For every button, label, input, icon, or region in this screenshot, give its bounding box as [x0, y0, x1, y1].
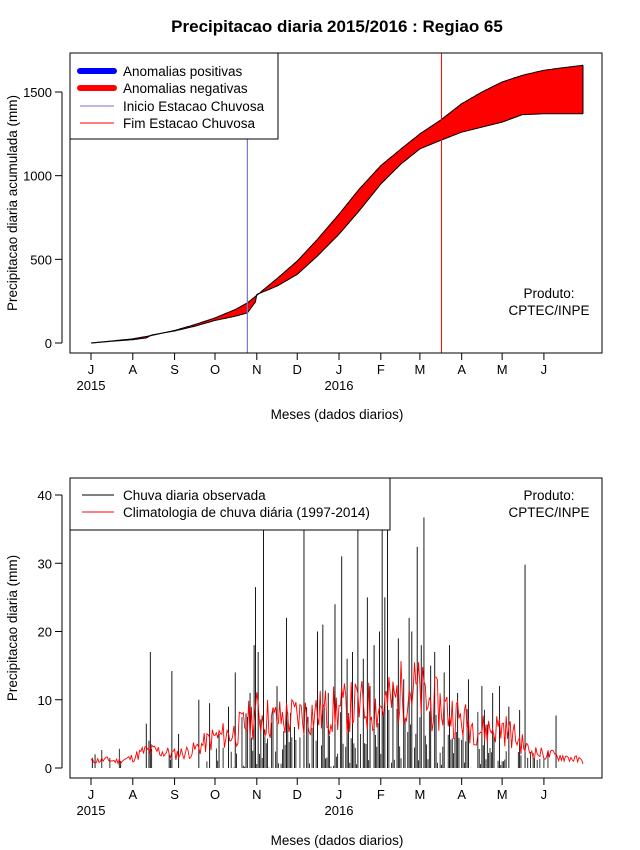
- bottom-legend: Chuva diaria observada Climatologia de c…: [69, 477, 391, 531]
- bottom-product-source: CPTEC/INPE: [508, 505, 589, 520]
- bottom-x-tick-label: D: [293, 787, 302, 802]
- legend-label-end: Fim Estacao Chuvosa: [123, 116, 256, 131]
- bottom-y-tick-label: 0: [45, 761, 52, 776]
- top-y-tick-label: 1000: [23, 169, 52, 184]
- top-y-tick-label: 0: [45, 336, 52, 351]
- top-y-axis: 0 500 1000 1500: [23, 85, 63, 351]
- top-product-source: CPTEC/INPE: [508, 303, 589, 318]
- top-x-tick-label: N: [252, 362, 261, 377]
- bottom-x-tick-label: M: [414, 787, 425, 802]
- bottom-x-tick-label: N: [252, 787, 261, 802]
- climatology-line-group: [90, 661, 584, 766]
- top-x-tick-label: M: [414, 362, 425, 377]
- top-x-tick-label: A: [457, 362, 466, 377]
- legend-label-negative: Anomalias negativas: [123, 81, 248, 96]
- bottom-y-tick-label: 40: [38, 488, 52, 503]
- bottom-x-tick-label: S: [170, 787, 179, 802]
- bottom-x-tick-label: M: [497, 787, 508, 802]
- top-x-tick-label: D: [293, 362, 302, 377]
- bottom-x-tick-label: O: [210, 787, 220, 802]
- bottom-year-label: 2015: [77, 803, 106, 818]
- top-x-tick-label: F: [377, 362, 385, 377]
- top-x-tick-label: O: [210, 362, 220, 377]
- top-y-tick-label: 500: [30, 252, 52, 267]
- top-legend-box: [69, 52, 279, 140]
- bottom-y-axis: 0 10 20 30 40: [38, 488, 63, 776]
- bottom-y-tick-label: 20: [38, 625, 52, 640]
- top-x-tick-label: J: [541, 362, 548, 377]
- top-y-tick-label: 1500: [23, 85, 52, 100]
- bottom-legend-box: [69, 477, 391, 531]
- top-x-tick-label: J: [336, 362, 343, 377]
- bottom-x-tick-label: A: [128, 787, 137, 802]
- bottom-x-axis-label: Meses (dados diarios): [271, 833, 404, 848]
- top-product-label: Produto:: [523, 286, 574, 301]
- bottom-x-tick-label: F: [377, 787, 385, 802]
- top-y-axis-label: Precipitacao diaria acumulada (mm): [5, 95, 20, 311]
- figure-title: Precipitacao diaria 2015/2016 : Regiao 6…: [171, 17, 503, 36]
- bottom-x-tick-label: J: [541, 787, 548, 802]
- bottom-x-tick-label: A: [457, 787, 466, 802]
- legend-label-observed: Chuva diaria observada: [123, 488, 266, 503]
- top-x-tick-label: S: [170, 362, 179, 377]
- bottom-y-tick-label: 30: [38, 556, 52, 571]
- top-year-label: 2016: [325, 378, 354, 393]
- bottom-y-tick-label: 10: [38, 693, 52, 708]
- top-year-label: 2015: [77, 378, 106, 393]
- legend-label-positive: Anomalias positivas: [123, 64, 243, 79]
- bottom-product-label: Produto:: [523, 488, 574, 503]
- legend-label-climatology: Climatologia de chuva diária (1997-2014): [123, 505, 370, 520]
- top-legend: Anomalias positivas Anomalias negativas …: [69, 52, 279, 140]
- climatology-daily-line: [90, 661, 584, 766]
- bottom-x-tick-label: J: [88, 787, 95, 802]
- top-x-axis-label: Meses (dados diarios): [271, 407, 404, 422]
- bottom-x-tick-label: J: [336, 787, 343, 802]
- top-x-tick-label: A: [128, 362, 137, 377]
- top-x-tick-label: J: [88, 362, 95, 377]
- top-x-tick-label: M: [497, 362, 508, 377]
- bottom-y-axis-label: Precipitacao diaria (mm): [5, 555, 20, 701]
- bottom-year-label: 2016: [325, 803, 354, 818]
- observed-cumulative-line: [90, 113, 583, 344]
- anomaly-area-group: [90, 64, 584, 344]
- legend-label-start: Inicio Estacao Chuvosa: [123, 99, 265, 114]
- negative-anomaly-area: [91, 65, 583, 343]
